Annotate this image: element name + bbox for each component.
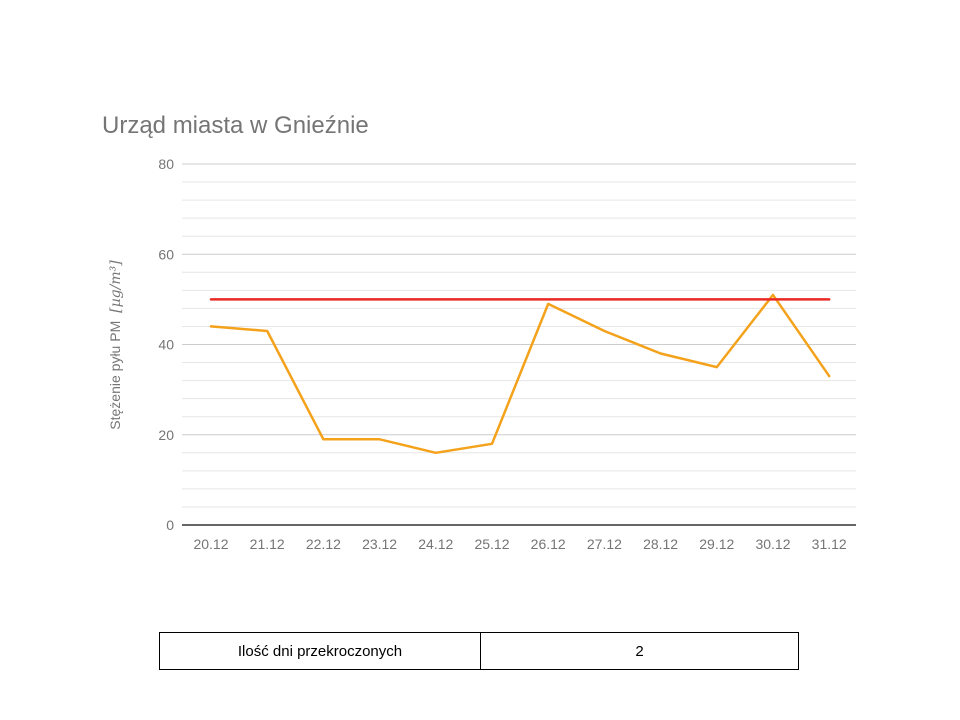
x-tick-label: 29.12 xyxy=(699,536,734,552)
x-tick-label: 31.12 xyxy=(812,536,847,552)
summary-value: 2 xyxy=(480,632,799,670)
summary-label: Ilość dni przekroczonych xyxy=(159,632,481,670)
x-tick-label: 24.12 xyxy=(418,536,453,552)
y-axis-label-main: Stężenie pyłu PM xyxy=(107,321,123,430)
y-axis-ticks: 0 20 40 60 80 xyxy=(158,156,174,533)
x-tick-label: 26.12 xyxy=(531,536,566,552)
x-tick-label: 22.12 xyxy=(306,536,341,552)
y-tick-label: 20 xyxy=(158,427,174,443)
y-axis-label-unit: [µg/m³] xyxy=(108,260,124,313)
x-tick-label: 30.12 xyxy=(755,536,790,552)
x-tick-label: 25.12 xyxy=(474,536,509,552)
y-tick-label: 60 xyxy=(158,246,174,262)
series-lines xyxy=(209,293,831,455)
x-tick-label: 28.12 xyxy=(643,536,678,552)
series-line-concentration xyxy=(209,293,831,455)
y-axis-label: Stężenie pyłu PM [µg/m³] xyxy=(107,260,124,430)
x-tick-label: 21.12 xyxy=(250,536,285,552)
y-tick-label: 40 xyxy=(158,337,174,353)
chart-title: Urząd miasta w Gnieźnie xyxy=(102,112,369,139)
summary-row: Ilość dni przekroczonych 2 xyxy=(159,632,799,670)
summary-table: Ilość dni przekroczonych 2 xyxy=(159,632,799,670)
y-tick-label: 80 xyxy=(158,156,174,172)
x-tick-label: 27.12 xyxy=(587,536,622,552)
x-tick-label: 20.12 xyxy=(193,536,228,552)
x-axis-ticks: 20.12 21.12 22.12 23.12 24.12 25.12 26.12 27.12… xyxy=(193,536,846,552)
grid-lines xyxy=(182,163,856,508)
y-tick-label: 0 xyxy=(166,517,174,533)
x-tick-label: 23.12 xyxy=(362,536,397,552)
